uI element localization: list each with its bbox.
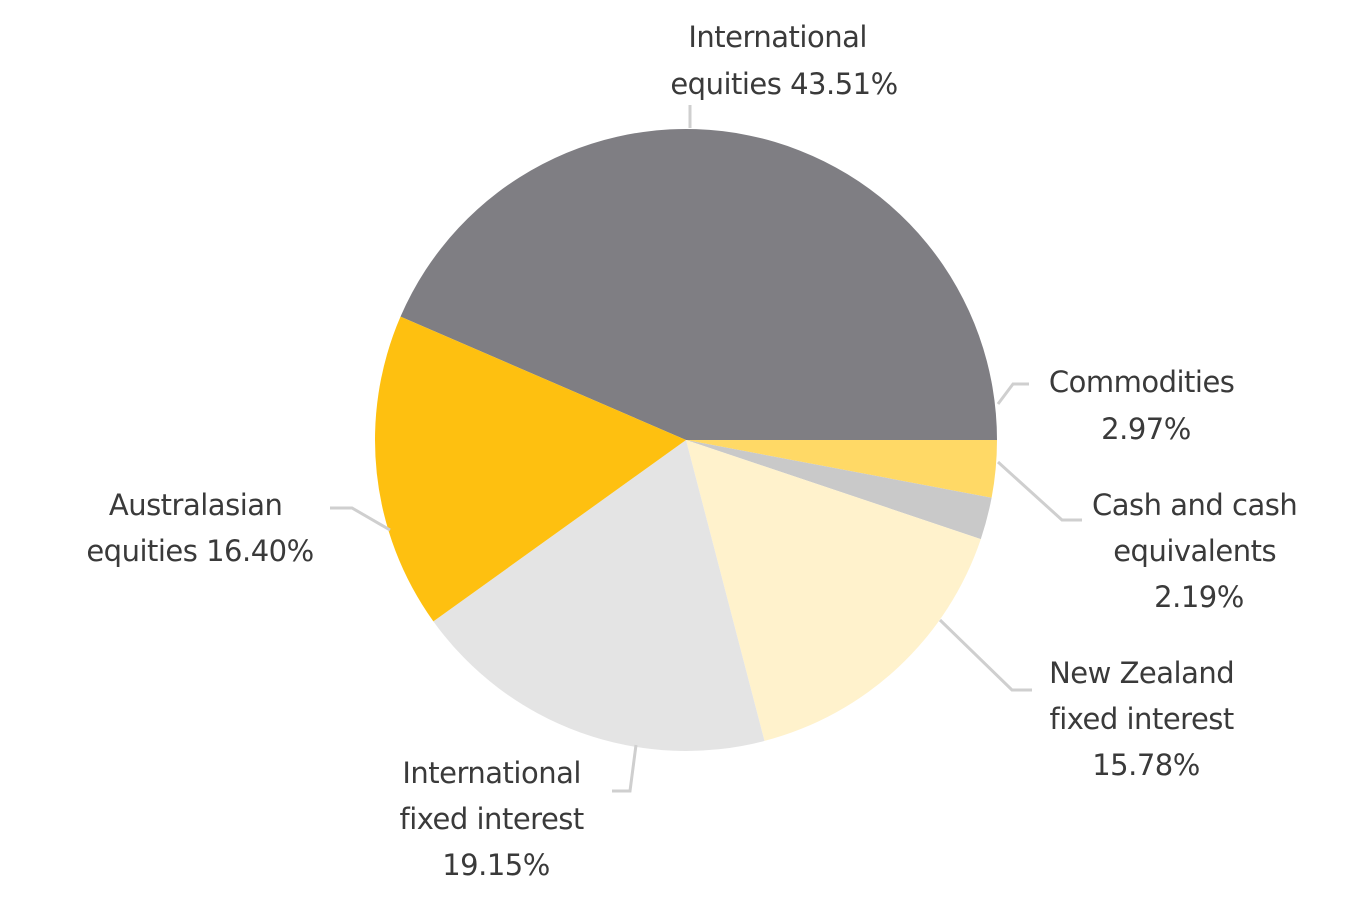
label-cash-and-cash-equivalents: Cash and cash equivalents 2.19% [1092, 488, 1306, 614]
slice-commodities [686, 440, 997, 498]
leader-international-fixed-interest [612, 744, 638, 793]
leader-australasian-equities [330, 506, 391, 532]
label-new-zealand-fixed-interest: New Zealand fixed interest 15.78% [1049, 656, 1243, 782]
slice-international-fixed-interest [433, 440, 765, 751]
slice-international-equities [400, 128, 998, 440]
pie-slices [374, 128, 998, 751]
label-australasian-equities: Australasian equities 16.40% [86, 488, 313, 568]
slice-new-zealand-fixed-interest [686, 440, 981, 741]
leader-new-zealand-fixed-interest [938, 618, 1032, 692]
slice-cash-and-cash-equivalents [686, 440, 992, 540]
slice-australasian-equities [374, 316, 686, 622]
label-commodities: Commodities 2.97% [1049, 365, 1243, 446]
label-international-fixed-interest: International fixed interest 19.15% [400, 756, 593, 882]
leader-commodities [996, 382, 1029, 405]
leader-lines [330, 105, 1082, 793]
label-international-equities: International equities 43.51% [670, 20, 897, 101]
leader-cash-and-cash-equivalents [996, 460, 1082, 522]
slice-labels: International equities 43.51% Commoditie… [86, 20, 1306, 882]
